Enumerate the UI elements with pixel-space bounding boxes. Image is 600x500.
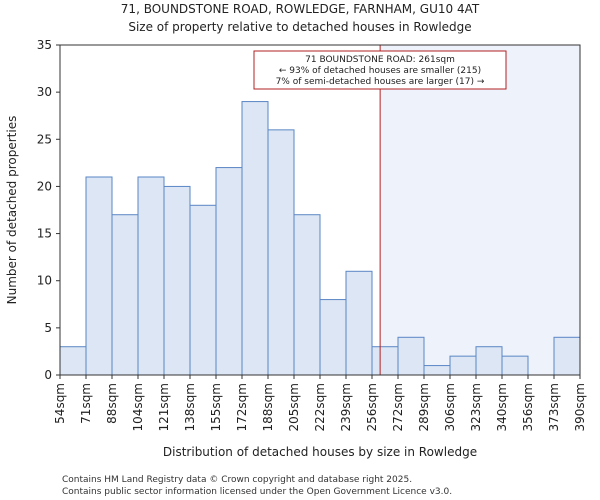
x-tick-label: 121sqm [157, 383, 171, 431]
bar-88sqm [112, 215, 138, 375]
x-tick-label: 256sqm [365, 383, 379, 431]
bar-272sqm [398, 337, 424, 375]
bar-306sqm [450, 356, 476, 375]
bar-239sqm [346, 271, 372, 375]
bar-256sqm [372, 347, 398, 375]
bar-104sqm [138, 177, 164, 375]
x-tick-label: 71sqm [79, 383, 93, 424]
bar-205sqm [294, 215, 320, 375]
chart-title: 71, BOUNDSTONE ROAD, ROWLEDGE, FARNHAM, … [121, 2, 480, 16]
x-tick-label: 188sqm [261, 383, 275, 431]
x-tick-label: 272sqm [391, 383, 405, 431]
x-tick-label: 155sqm [209, 383, 223, 431]
chart-subtitle: Size of property relative to detached ho… [128, 20, 471, 34]
x-tick-label: 356sqm [521, 383, 535, 431]
footer-line-1: Contains HM Land Registry data © Crown c… [62, 475, 412, 485]
y-tick-label: 35 [37, 38, 52, 52]
bar-373sqm [554, 337, 580, 375]
annotation-line-2: ← 93% of detached houses are smaller (21… [279, 66, 481, 76]
x-axis-label: Distribution of detached houses by size … [163, 445, 477, 459]
x-tick-label: 205sqm [287, 383, 301, 431]
x-tick-label: 172sqm [235, 383, 249, 431]
bar-188sqm [268, 130, 294, 375]
x-tick-label: 289sqm [417, 383, 431, 431]
histogram-chart: 71, BOUNDSTONE ROAD, ROWLEDGE, FARNHAM, … [0, 0, 600, 500]
bar-323sqm [476, 347, 502, 375]
x-tick-label: 138sqm [183, 383, 197, 431]
bar-289sqm [424, 366, 450, 375]
x-tick-label: 390sqm [573, 383, 587, 431]
bar-155sqm [216, 168, 242, 375]
x-tick-label: 323sqm [469, 383, 483, 431]
x-tick-label: 222sqm [313, 383, 327, 431]
bar-138sqm [190, 205, 216, 375]
x-tick-label: 340sqm [495, 383, 509, 431]
y-tick-label: 20 [37, 179, 52, 193]
x-tick-label: 104sqm [131, 383, 145, 431]
y-tick-label: 25 [37, 132, 52, 146]
annotation-line-1: 71 BOUNDSTONE ROAD: 261sqm [305, 55, 455, 65]
bar-121sqm [164, 186, 190, 375]
x-tick-label: 88sqm [105, 383, 119, 424]
annotation-box: 71 BOUNDSTONE ROAD: 261sqm ← 93% of deta… [254, 51, 506, 89]
bar-172sqm [242, 102, 268, 375]
y-tick-label: 0 [44, 368, 52, 382]
footer-line-2: Contains public sector information licen… [62, 487, 452, 497]
x-tick-label: 306sqm [443, 383, 457, 431]
x-tick-label: 239sqm [339, 383, 353, 431]
y-axis-label: Number of detached properties [5, 116, 19, 305]
bar-71sqm [86, 177, 112, 375]
y-tick-label: 10 [37, 274, 52, 288]
x-tick-label: 373sqm [547, 383, 561, 431]
y-tick-label: 30 [37, 85, 52, 99]
annotation-line-3: 7% of semi-detached houses are larger (1… [276, 77, 485, 87]
bar-54sqm [60, 347, 86, 375]
bar-222sqm [320, 300, 346, 375]
highlight-region [380, 45, 580, 375]
bar-340sqm [502, 356, 528, 375]
y-tick-label: 5 [44, 321, 52, 335]
x-tick-label: 54sqm [53, 383, 67, 424]
y-tick-label: 15 [37, 227, 52, 241]
